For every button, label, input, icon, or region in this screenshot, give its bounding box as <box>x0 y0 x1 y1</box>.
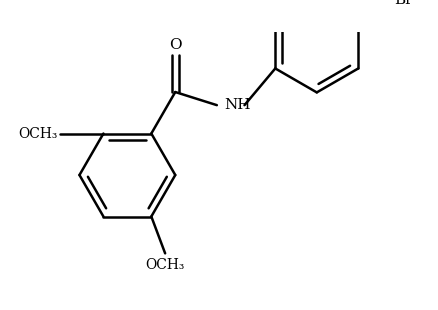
Text: O: O <box>169 38 181 51</box>
Text: OCH₃: OCH₃ <box>145 258 184 272</box>
Text: Br: Br <box>393 0 412 7</box>
Text: NH: NH <box>224 98 250 112</box>
Text: OCH₃: OCH₃ <box>18 126 57 140</box>
